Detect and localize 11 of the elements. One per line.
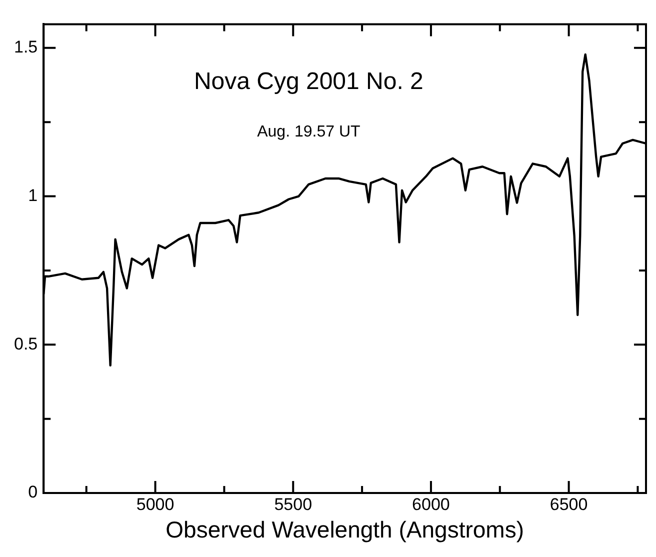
x-tick-label: 5000: [136, 494, 174, 514]
y-tick-label: 0.5: [14, 334, 38, 354]
y-tick-label: 1: [28, 186, 38, 205]
x-tick-label: 6000: [412, 494, 450, 514]
y-tick-label: 0: [28, 482, 38, 502]
x-tick-label: 5500: [274, 494, 312, 514]
text: Nova Cyg 2001 No. 2: [194, 68, 424, 95]
x-tick-label: 6500: [550, 494, 588, 514]
y-tick-label: 1.5: [14, 38, 38, 57]
x-axis-title: Observed Wavelength (Angstroms): [166, 516, 524, 543]
text: Aug. 19.57 UT: [257, 124, 360, 141]
